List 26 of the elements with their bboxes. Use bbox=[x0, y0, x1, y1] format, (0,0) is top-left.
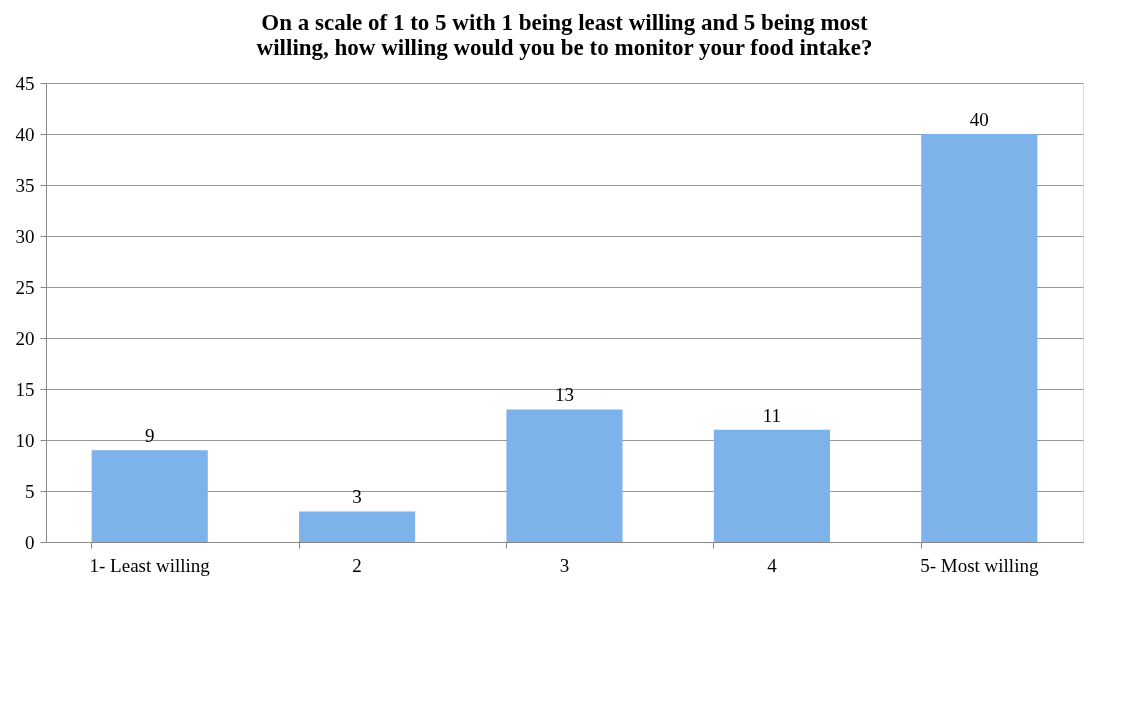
x-tick-label: 1- Least willing bbox=[89, 554, 211, 576]
y-tick-label: 30 bbox=[15, 225, 35, 247]
y-tick-label: 0 bbox=[25, 531, 35, 553]
bar bbox=[506, 409, 623, 542]
y-tick-label: 35 bbox=[15, 174, 35, 196]
data-label: 40 bbox=[969, 109, 989, 130]
x-tick-label: 2 bbox=[352, 554, 362, 576]
y-tick-label: 40 bbox=[15, 123, 35, 145]
bar bbox=[713, 429, 830, 542]
chart-title: On a scale of 1 to 5 with 1 being least willing and 5 being most willing, how willing would you be to monitor your food intake? bbox=[256, 10, 873, 60]
y-tick-label: 45 bbox=[15, 72, 35, 94]
data-label: 3 bbox=[352, 486, 362, 508]
x-tick-label: 5- Most willing bbox=[920, 554, 1039, 576]
bar bbox=[299, 511, 416, 542]
bar bbox=[91, 450, 208, 542]
y-tick-label: 5 bbox=[25, 480, 35, 502]
y-tick-label: 20 bbox=[15, 327, 35, 349]
y-tick-label: 25 bbox=[15, 276, 35, 298]
x-tick-label: 4 bbox=[767, 554, 778, 576]
data-label: 13 bbox=[555, 384, 574, 406]
bar bbox=[921, 134, 1038, 542]
x-tick-label: 3 bbox=[559, 554, 570, 576]
y-tick-label: 10 bbox=[15, 429, 35, 451]
data-label: 9 bbox=[144, 425, 155, 447]
data-label: 11 bbox=[762, 404, 782, 426]
y-tick-label: 15 bbox=[15, 378, 35, 400]
